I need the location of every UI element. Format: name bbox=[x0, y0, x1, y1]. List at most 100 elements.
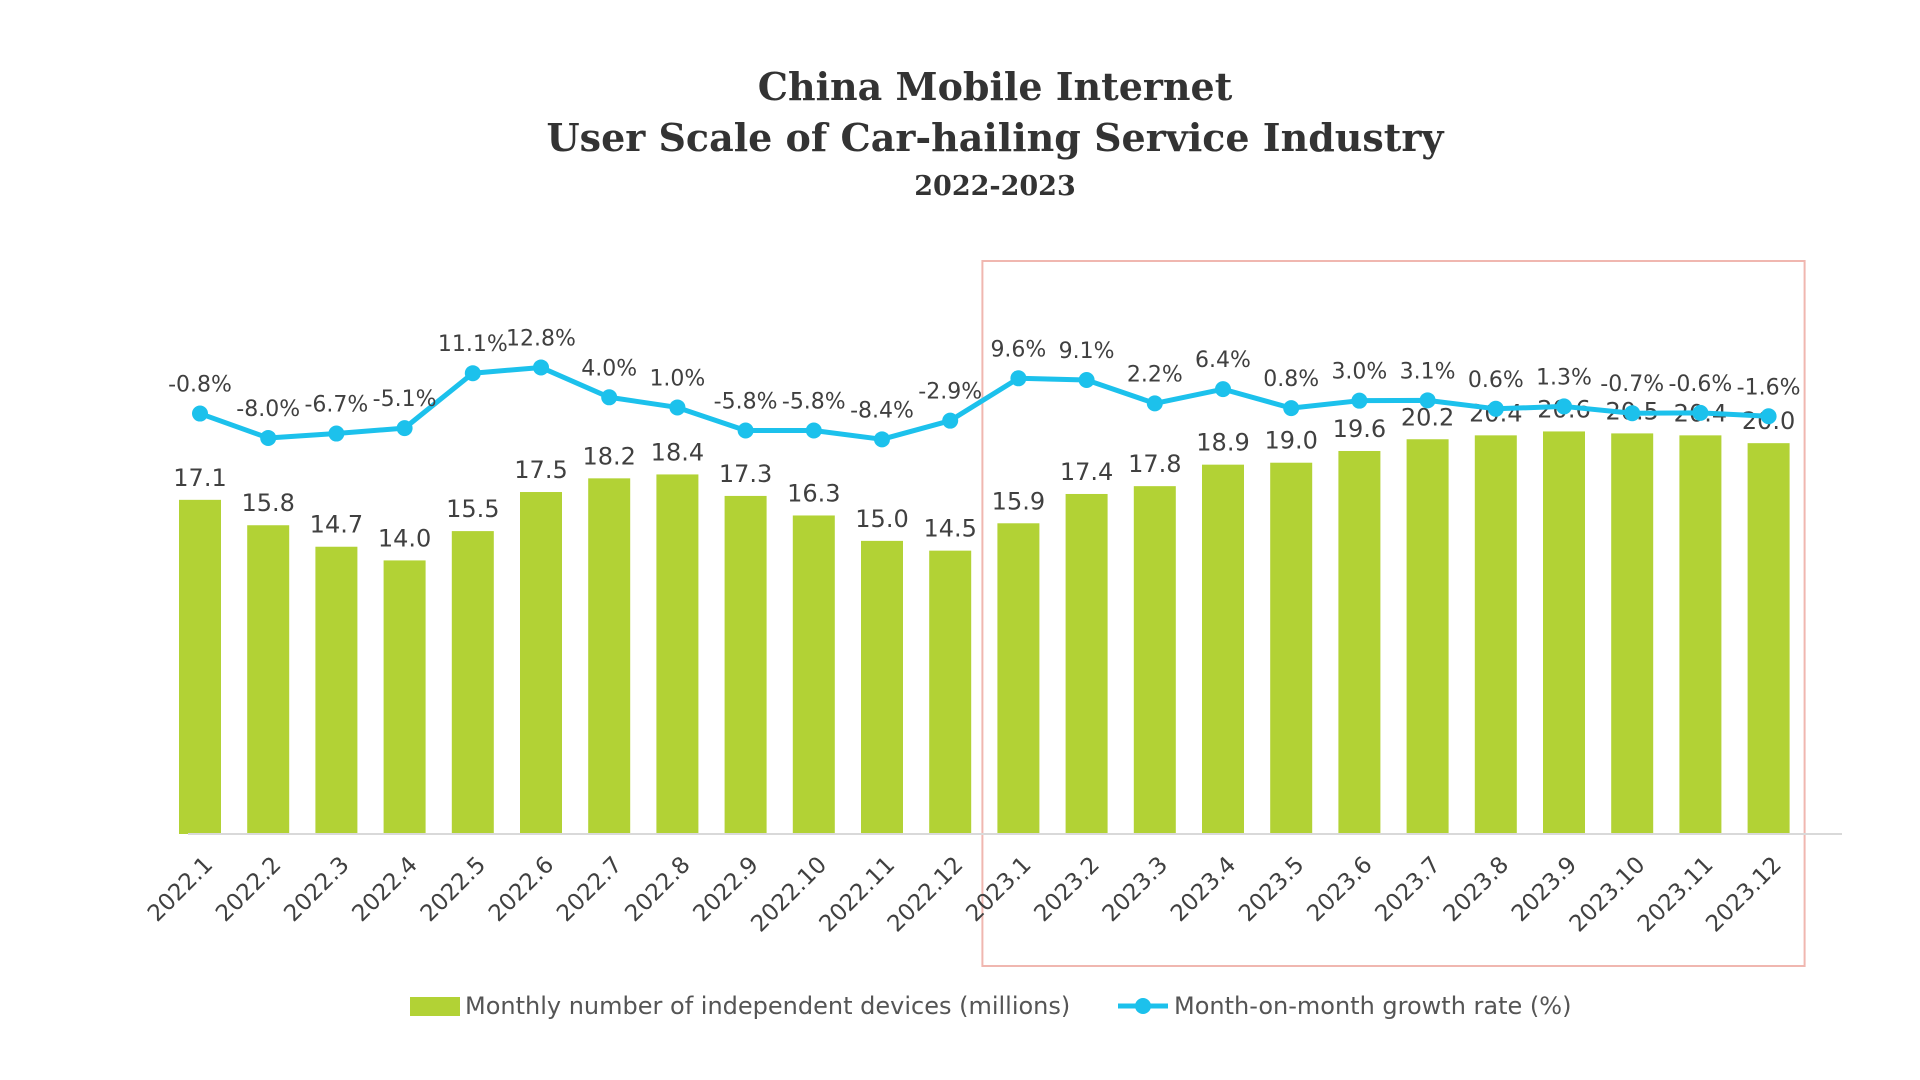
bar-2022.3 bbox=[315, 546, 358, 834]
bar-label-2022.7: 18.2 bbox=[582, 442, 635, 470]
bar-2022.12 bbox=[929, 550, 972, 834]
bar-label-2022.1: 17.1 bbox=[173, 464, 226, 492]
chart-title-line1: China Mobile Internet bbox=[758, 64, 1233, 109]
growth-label-2023.4: 6.4% bbox=[1195, 348, 1251, 373]
x-tick-2023.12: 2023.12 bbox=[1701, 852, 1787, 938]
x-tick-2022.2: 2022.2 bbox=[211, 852, 286, 927]
growth-point-2023.11 bbox=[1692, 404, 1709, 421]
growth-point-2023.9 bbox=[1556, 398, 1572, 415]
growth-label-2022.5: 11.1% bbox=[438, 332, 508, 357]
bar-2023.1 bbox=[997, 523, 1040, 834]
growth-point-2022.4 bbox=[396, 420, 413, 437]
legend-label-bars: Monthly number of independent devices (m… bbox=[465, 992, 1070, 1020]
bar-label-2023.2: 17.4 bbox=[1060, 458, 1113, 486]
bar-2022.10 bbox=[792, 515, 835, 834]
bar-label-2022.8: 18.4 bbox=[651, 438, 704, 466]
growth-label-2023.1: 9.6% bbox=[990, 337, 1046, 362]
growth-label-2022.12: -2.9% bbox=[918, 380, 982, 405]
growth-label-2022.6: 12.8% bbox=[506, 326, 576, 351]
growth-label-2022.8: 1.0% bbox=[649, 366, 705, 391]
legend-swatch-bars bbox=[410, 997, 460, 1016]
growth-label-2023.7: 3.1% bbox=[1400, 359, 1456, 384]
growth-point-2022.11 bbox=[874, 431, 890, 448]
growth-label-2022.7: 4.0% bbox=[581, 356, 637, 381]
x-tick-2022.5: 2022.5 bbox=[416, 852, 491, 927]
chart-subtitle: 2022-2023 bbox=[914, 171, 1076, 202]
growth-point-2023.8 bbox=[1487, 400, 1504, 417]
growth-label-2022.1: -0.8% bbox=[168, 373, 232, 398]
x-tick-2022.3: 2022.3 bbox=[279, 852, 354, 927]
bar-2023.8 bbox=[1474, 435, 1517, 834]
bar-label-2022.11: 15.0 bbox=[855, 505, 908, 533]
growth-point-2023.10 bbox=[1624, 405, 1641, 422]
bar-2023.9 bbox=[1543, 431, 1585, 834]
growth-point-2023.3 bbox=[1146, 395, 1163, 412]
bar-2023.10 bbox=[1611, 433, 1654, 834]
x-tick-2023.7: 2023.7 bbox=[1371, 852, 1446, 927]
bar-label-2023.3: 17.8 bbox=[1128, 450, 1181, 478]
growth-point-2022.2 bbox=[260, 429, 277, 446]
growth-rate-line bbox=[199, 364, 1769, 442]
growth-label-2023.3: 2.2% bbox=[1127, 362, 1183, 387]
legend-swatch-marker bbox=[1135, 998, 1151, 1014]
growth-point-2023.5 bbox=[1283, 400, 1300, 417]
bar-2022.7 bbox=[588, 478, 631, 834]
growth-point-2023.6 bbox=[1351, 392, 1368, 409]
bar-2022.9 bbox=[724, 495, 767, 834]
bar-series: 17.1 15.8 14.7 14.0 15.5 17.5 18.2 18.4 17.3 16.3… bbox=[173, 395, 1795, 834]
x-tick-2023.5: 2023.5 bbox=[1234, 852, 1309, 927]
x-tick-2022.6: 2022.6 bbox=[484, 852, 559, 927]
growth-point-2023.12 bbox=[1760, 408, 1777, 425]
bar-label-2022.3: 14.7 bbox=[310, 511, 363, 539]
growth-label-2022.10: -5.8% bbox=[782, 390, 846, 415]
x-tick-2023.3: 2023.3 bbox=[1098, 852, 1173, 927]
bar-label-2022.2: 15.8 bbox=[241, 489, 294, 517]
growth-point-2022.10 bbox=[805, 422, 822, 439]
growth-point-2022.3 bbox=[328, 425, 345, 442]
bar-2022.4 bbox=[383, 560, 426, 834]
growth-point-2022.1 bbox=[192, 405, 208, 422]
x-tick-2022.8: 2022.8 bbox=[620, 852, 695, 927]
bar-label-2023.1: 15.9 bbox=[992, 487, 1045, 515]
bar-2023.3 bbox=[1133, 486, 1176, 834]
growth-point-2022.5 bbox=[464, 365, 481, 382]
growth-label-2023.8: 0.6% bbox=[1468, 368, 1524, 393]
growth-point-2023.2 bbox=[1078, 371, 1095, 388]
growth-label-2023.9: 1.3% bbox=[1536, 365, 1592, 390]
growth-label-2023.5: 0.8% bbox=[1263, 367, 1319, 392]
bar-2023.4 bbox=[1202, 464, 1244, 834]
bar-label-2023.5: 19.0 bbox=[1264, 427, 1317, 455]
bar-2022.8 bbox=[656, 474, 699, 834]
growth-label-2022.2: -8.0% bbox=[236, 397, 300, 422]
growth-label-2023.10: -0.7% bbox=[1600, 372, 1664, 397]
x-tick-2022.12: 2022.12 bbox=[883, 852, 969, 938]
bar-label-2023.6: 19.6 bbox=[1333, 415, 1386, 443]
bar-label-2023.4: 18.9 bbox=[1196, 429, 1249, 457]
bar-2023.11 bbox=[1679, 435, 1722, 834]
bar-2023.12 bbox=[1747, 443, 1790, 834]
growth-label-2023.12: -1.6% bbox=[1737, 375, 1801, 400]
bar-label-2022.9: 17.3 bbox=[719, 460, 772, 488]
bar-2022.11 bbox=[861, 540, 903, 834]
x-tick-2022.1: 2022.1 bbox=[143, 852, 218, 927]
x-tick-2023.6: 2023.6 bbox=[1302, 852, 1377, 927]
growth-point-2023.7 bbox=[1419, 392, 1436, 409]
x-tick-2023.4: 2023.4 bbox=[1166, 852, 1241, 927]
bar-label-2022.4: 14.0 bbox=[378, 524, 431, 552]
growth-label-2022.3: -6.7% bbox=[304, 393, 368, 418]
growth-point-2022.7 bbox=[601, 389, 618, 406]
bar-label-2022.10: 16.3 bbox=[787, 479, 840, 507]
legend-label-line: Month-on-month growth rate (%) bbox=[1174, 992, 1571, 1020]
bar-2022.6 bbox=[520, 492, 562, 834]
legend: Monthly number of independent devices (m… bbox=[410, 992, 1571, 1020]
bar-2023.6 bbox=[1338, 450, 1381, 834]
growth-label-2022.11: -8.4% bbox=[850, 398, 914, 423]
bar-label-2022.5: 15.5 bbox=[446, 495, 499, 523]
chart-title-line2: User Scale of Car-hailing Service Indust… bbox=[547, 115, 1445, 160]
growth-label-2023.6: 3.0% bbox=[1331, 360, 1387, 385]
growth-point-2022.6 bbox=[533, 359, 549, 376]
bar-2023.7 bbox=[1406, 439, 1449, 834]
growth-label-2022.9: -5.8% bbox=[714, 390, 778, 415]
x-tick-2023.2: 2023.2 bbox=[1030, 852, 1105, 927]
growth-point-2023.4 bbox=[1215, 381, 1231, 398]
